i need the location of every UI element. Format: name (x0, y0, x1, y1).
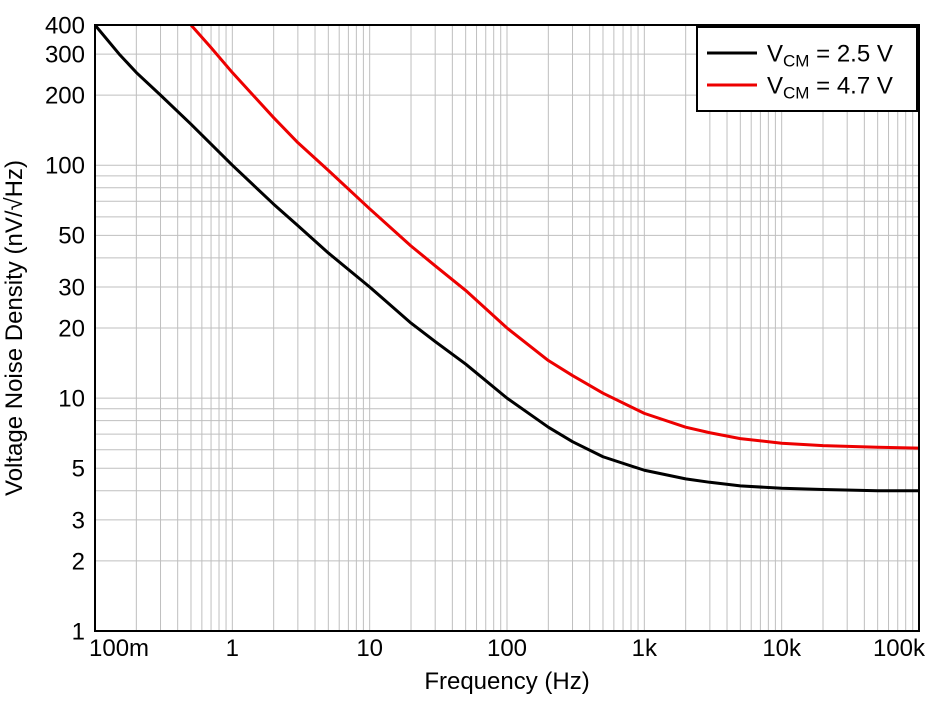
x-axis-label: Frequency (Hz) (424, 668, 589, 695)
y-tick-label: 3 (72, 507, 85, 534)
noise-density-chart: 100m1101001k10k100k123510203050100200300… (0, 0, 944, 701)
x-tick-label: 100m (89, 635, 149, 662)
y-tick-label: 100 (45, 153, 85, 180)
y-tick-label: 2 (72, 548, 85, 575)
x-tick-label: 1k (632, 635, 658, 662)
x-tick-label: 10k (762, 635, 802, 662)
y-tick-label: 1 (72, 618, 85, 645)
x-tick-label: 1 (226, 635, 239, 662)
y-tick-label: 400 (45, 12, 85, 39)
y-tick-label: 5 (72, 456, 85, 483)
chart-container: 100m1101001k10k100k123510203050100200300… (0, 0, 944, 701)
x-tick-label: 10 (356, 635, 383, 662)
y-tick-label: 30 (58, 274, 85, 301)
y-tick-label: 200 (45, 83, 85, 110)
legend: VCM = 2.5 VVCM = 4.7 V (697, 27, 917, 111)
y-tick-label: 300 (45, 41, 85, 68)
x-tick-label: 100k (873, 635, 926, 662)
y-tick-label: 10 (58, 386, 85, 413)
y-tick-label: 20 (58, 315, 85, 342)
y-tick-label: 50 (58, 223, 85, 250)
y-axis-label: Voltage Noise Density (nV/√Hz) (1, 160, 28, 496)
x-tick-label: 100 (487, 635, 527, 662)
